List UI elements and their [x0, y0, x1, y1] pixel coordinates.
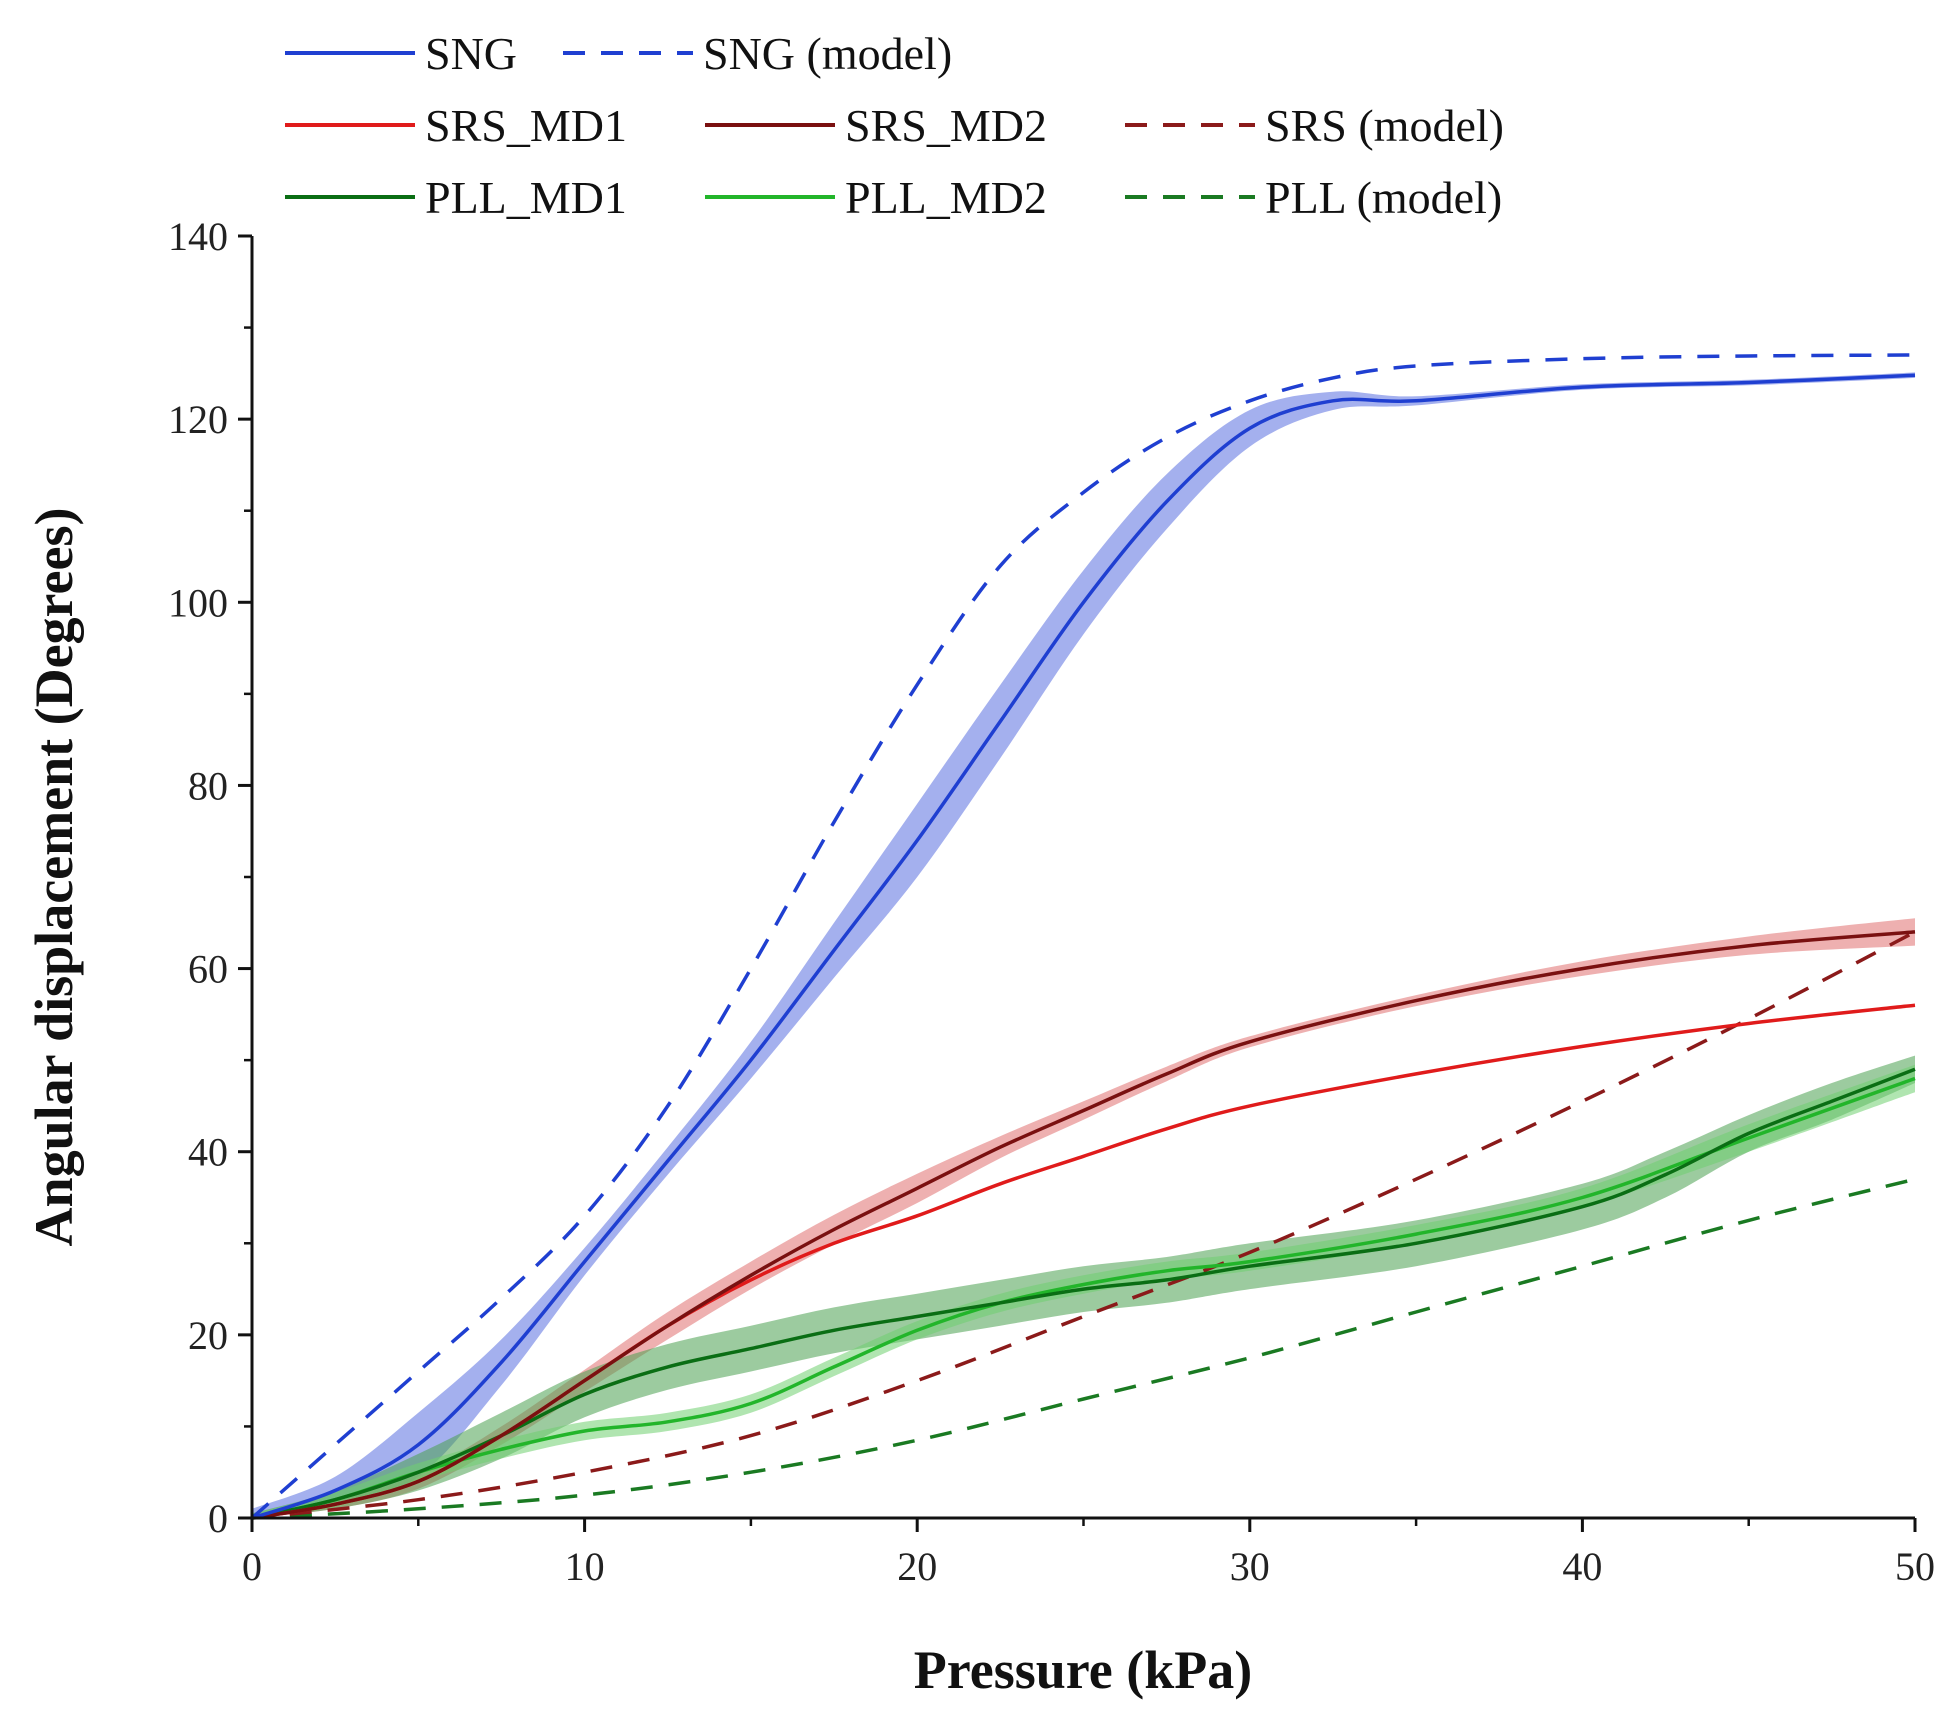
- x-tick-label: 50: [1895, 1544, 1935, 1589]
- x-tick-label: 20: [897, 1544, 937, 1589]
- legend-label-pll-model: PLL (model): [1265, 172, 1502, 223]
- x-tick-label: 0: [242, 1544, 262, 1589]
- y-tick-label: 40: [188, 1130, 228, 1175]
- series-lines: [250, 353, 1916, 1520]
- y-axis-title: Angular displacement (Degrees): [24, 508, 84, 1247]
- legend-label-sng-model: SNG (model): [703, 28, 952, 79]
- ticks: 0 10 20 30 40 50 0 20 40 60 80 100 120 140: [168, 214, 1935, 1589]
- y-tick-label: 140: [168, 214, 228, 259]
- legend-label-srs-md1: SRS_MD1: [425, 100, 627, 151]
- line-sng-model: [250, 353, 1916, 1520]
- line-pll-md2: [251, 1076, 1916, 1520]
- line-srs-md2: [251, 930, 1916, 1520]
- legend-label-sng: SNG: [425, 28, 517, 79]
- y-tick-label: 80: [188, 763, 228, 808]
- axes: [250, 236, 1915, 1520]
- x-tick-label: 30: [1230, 1544, 1270, 1589]
- confidence-bands: [252, 372, 1915, 1518]
- y-tick-label: 0: [208, 1496, 228, 1541]
- legend-label-pll-md2: PLL_MD2: [845, 172, 1047, 223]
- y-tick-label: 20: [188, 1313, 228, 1358]
- legend-label-pll-md1: PLL_MD1: [425, 172, 627, 223]
- band-pll-md2: [252, 1064, 1915, 1518]
- legend-label-srs-md2: SRS_MD2: [845, 100, 1047, 151]
- x-tick-label: 10: [565, 1544, 605, 1589]
- x-axis-title: Pressure (kPa): [914, 1640, 1252, 1700]
- line-pll-model: [251, 1177, 1916, 1520]
- y-tick-label: 100: [168, 580, 228, 625]
- y-tick-label: 60: [188, 947, 228, 992]
- legend: SNG SNG (model) SRS_MD1 SRS_MD2 SRS (model) P…: [285, 28, 1504, 223]
- x-tick-label: 40: [1562, 1544, 1602, 1589]
- y-tick-label: 120: [168, 397, 228, 442]
- line-sng: [251, 373, 1916, 1520]
- line-srs-model: [251, 930, 1916, 1520]
- band-sng: [252, 372, 1915, 1518]
- legend-label-srs-model: SRS (model): [1265, 100, 1504, 151]
